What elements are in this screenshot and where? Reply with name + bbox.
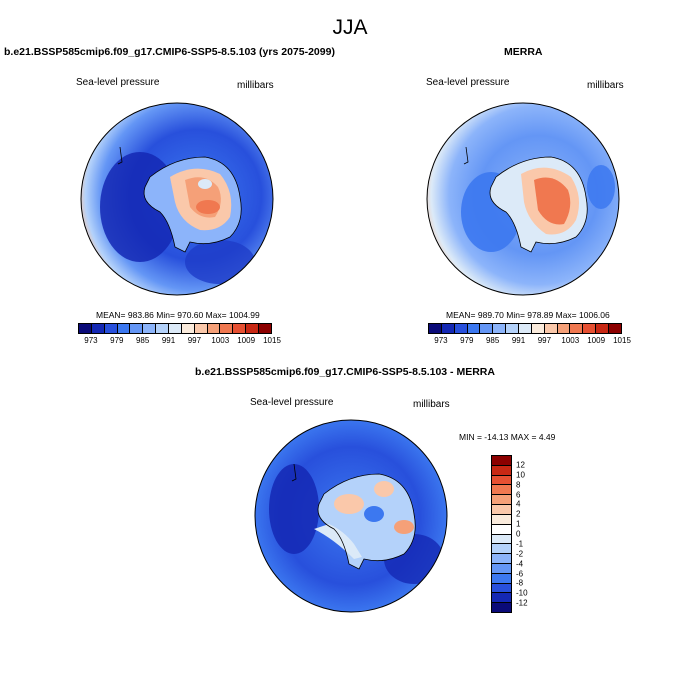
panel-2-title: MERRA [504,46,543,58]
colorbar-swatch [480,324,494,333]
colorbar-tick-label: 0 [516,529,521,539]
colorbar-swatch [609,324,621,333]
colorbar-tick-label: 1 [516,519,521,529]
colorbar-swatch [492,495,511,506]
colorbar-swatch [492,534,511,545]
panel-2-colorbar [428,323,622,334]
panel-3-colorbar [491,455,512,613]
panel-3-colorbar-labels: 12 10 8 6 4 2 1 0 -1 -2 -4 -6 -8 -10 -12 [514,455,544,613]
colorbar-tick-label: 10 [516,470,525,480]
colorbar-tick-label: 997 [187,336,202,345]
colorbar-tick-label: 973 [434,336,448,345]
colorbar-swatch [492,573,511,584]
colorbar-swatch [181,324,195,333]
panel-3-units-label: millibars [413,399,450,410]
colorbar-swatch [492,514,511,525]
colorbar-swatch [519,324,532,333]
panel-1-variable-label: Sea-level pressure [76,77,160,88]
colorbar-swatch [117,324,131,333]
colorbar-swatch [492,475,511,486]
colorbar-swatch [596,324,610,333]
panel-1-stats: MEAN= 983.86 Min= 970.60 Max= 1004.99 [96,310,260,320]
colorbar-tick-label: 12 [516,460,525,470]
colorbar-tick-label: 979 [460,336,474,345]
colorbar-swatch [143,324,157,333]
colorbar-swatch [429,324,442,333]
colorbar-swatch [506,324,520,333]
colorbar-tick-label: -6 [516,569,524,578]
colorbar-tick-label: 4 [516,499,521,509]
panel-1-colorbar-labels: 973 979 985 991 997 1003 1009 1015 [78,336,281,348]
colorbar-swatch [492,583,511,594]
colorbar-tick-label: 985 [485,336,500,345]
colorbar-swatch [467,324,481,333]
colorbar-swatch [441,324,455,333]
colorbar-swatch [544,324,558,333]
colorbar-swatch [454,324,468,333]
colorbar-tick-label: 1003 [561,336,580,345]
colorbar-tick-label: -4 [516,559,524,569]
panel-3-polar-map [254,419,448,613]
colorbar-tick-label: 1009 [587,336,606,345]
colorbar-swatch [557,324,571,333]
colorbar-tick-label: -1 [516,539,524,549]
colorbar-swatch [220,324,234,333]
colorbar-tick-label: 997 [537,336,552,345]
colorbar-tick-label: 991 [511,336,526,345]
colorbar-tick-label: -2 [516,549,524,559]
panel-3-title: b.e21.BSSP585cmip6.f09_g17.CMIP6-SSP5-8.… [195,366,495,378]
panel-1-polar-map [80,102,274,296]
colorbar-swatch [493,324,507,333]
panel-2-units-label: millibars [587,80,624,91]
figure-title: JJA [332,16,368,39]
panel-1-units-label: millibars [237,80,274,91]
colorbar-swatch [492,563,511,574]
colorbar-swatch [233,324,247,333]
colorbar-tick-label: 973 [84,336,98,345]
colorbar-swatch [169,324,182,333]
colorbar-tick-label: 6 [516,490,521,499]
colorbar-tick-label: 985 [135,336,150,345]
colorbar-swatch [194,324,208,333]
colorbar-tick-label: 1003 [211,336,230,345]
colorbar-swatch [104,324,118,333]
colorbar-swatch [492,485,511,496]
colorbar-swatch [492,524,511,535]
colorbar-swatch [130,324,144,333]
panel-1-title: b.e21.BSSP585cmip6.f09_g17.CMIP6-SSP5-8.… [4,46,335,58]
colorbar-swatch [156,324,170,333]
colorbar-tick-label: 1009 [237,336,256,345]
panel-2-polar-map [426,102,620,296]
colorbar-swatch [79,324,92,333]
colorbar-swatch [492,603,511,612]
panel-2-colorbar-labels: 973 979 985 991 997 1003 1009 1015 [428,336,631,348]
panel-3-variable-label: Sea-level pressure [250,397,334,408]
colorbar-swatch [492,505,511,515]
colorbar-swatch [246,324,260,333]
colorbar-swatch [531,324,545,333]
colorbar-swatch [492,554,511,564]
colorbar-swatch [570,324,584,333]
colorbar-swatch [492,544,511,555]
colorbar-swatch [207,324,221,333]
colorbar-swatch [492,465,511,476]
colorbar-swatch [583,324,597,333]
panel-2-stats: MEAN= 989.70 Min= 978.89 Max= 1006.06 [446,310,610,320]
colorbar-tick-label: -10 [516,588,528,598]
colorbar-tick-label: 991 [161,336,176,345]
panel-1-colorbar [78,323,272,334]
colorbar-swatch [492,456,511,466]
colorbar-swatch [259,324,271,333]
panel-2-variable-label: Sea-level pressure [426,77,510,88]
colorbar-tick-label: -8 [516,578,524,588]
colorbar-tick-label: 8 [516,480,521,490]
panel-3-stats: MIN = -14.13 MAX = 4.49 [459,432,556,442]
colorbar-swatch [492,593,511,604]
colorbar-tick-label: 1015 [613,336,631,345]
colorbar-swatch [91,324,105,333]
colorbar-tick-label: 1015 [263,336,281,345]
colorbar-tick-label: 2 [516,509,521,519]
colorbar-tick-label: 979 [110,336,124,345]
colorbar-tick-label: -12 [516,598,528,608]
